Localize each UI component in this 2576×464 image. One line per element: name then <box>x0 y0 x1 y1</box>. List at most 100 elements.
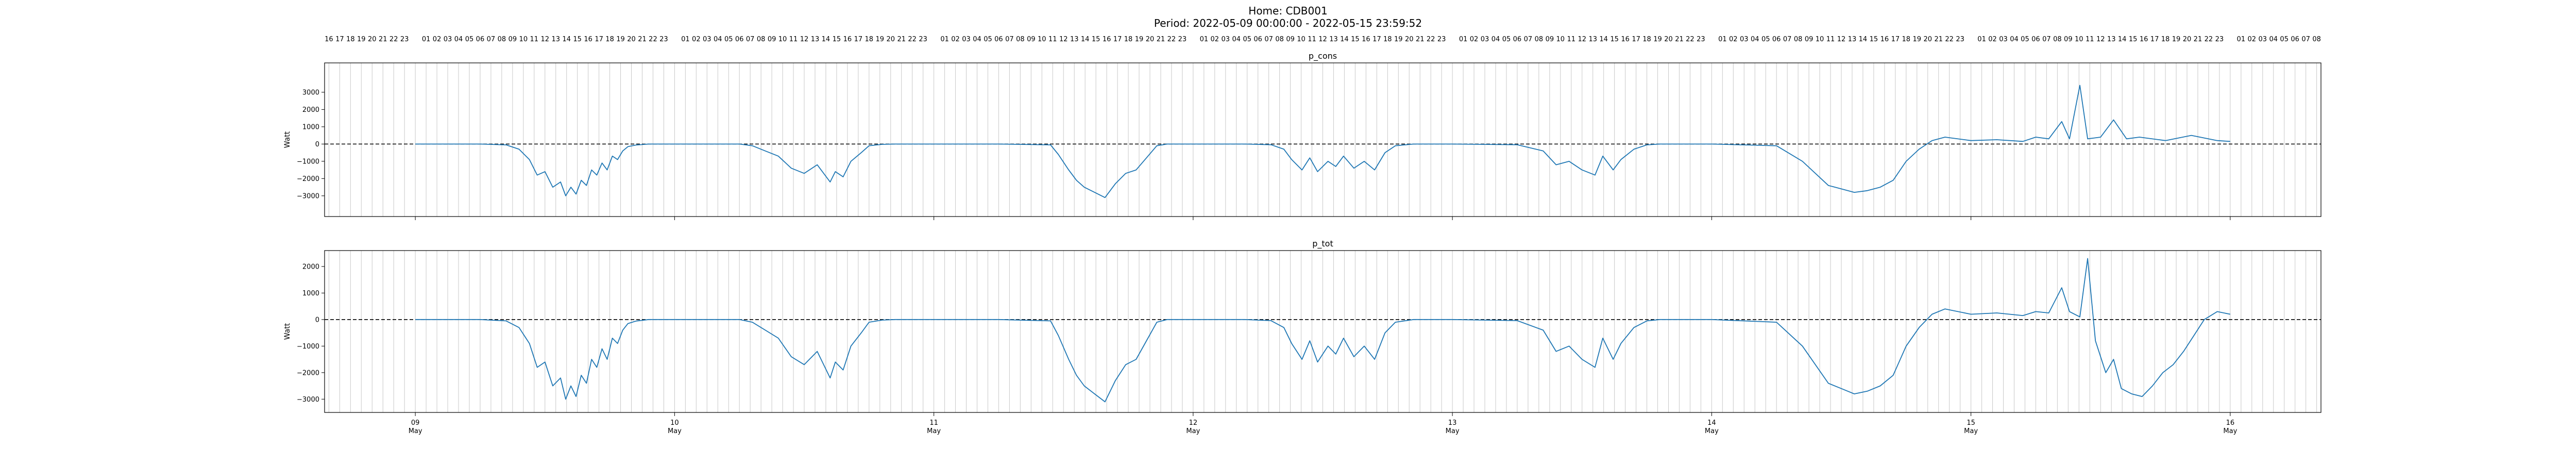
hour-tick-label: 08 <box>2053 36 2062 43</box>
hour-tick-label: 02 <box>951 36 960 43</box>
x-tick-label-month: May <box>1186 427 1200 435</box>
hour-tick-label: 16 <box>584 36 592 43</box>
hour-tick-label: 13 <box>1329 36 1338 43</box>
hour-tick-label: 07 <box>746 36 755 43</box>
hour-tick-label: 07 <box>1783 36 1792 43</box>
plot-frame <box>324 62 2321 217</box>
hour-tick-label: 12 <box>1318 36 1327 43</box>
hour-tick-label: 01 <box>1718 36 1727 43</box>
subplot-title: p_tot <box>1312 239 1333 249</box>
hour-tick-label: 05 <box>724 36 733 43</box>
hour-tick-label: 03 <box>1481 36 1489 43</box>
y-tick-label: 1000 <box>302 123 319 131</box>
x-tick-label-day: 11 <box>929 419 938 427</box>
x-tick-label-month: May <box>927 427 941 435</box>
hour-tick-label: 11 <box>1826 36 1835 43</box>
hour-tick-label: 10 <box>519 36 528 43</box>
series-line <box>415 258 2231 403</box>
hour-tick-label: 11 <box>1308 36 1316 43</box>
hour-tick-label: 22 <box>908 36 917 43</box>
hour-tick-label: 03 <box>1740 36 1749 43</box>
hour-tick-label: 05 <box>2280 36 2289 43</box>
hour-tick-label: 02 <box>1211 36 1219 43</box>
x-axis <box>415 217 2231 220</box>
hour-tick-label: 13 <box>1588 36 1597 43</box>
hour-tick-label: 18 <box>605 36 614 43</box>
hour-tick-label: 05 <box>1502 36 1511 43</box>
hour-tick-label: 02 <box>433 36 442 43</box>
hour-tick-label: 13 <box>551 36 560 43</box>
hour-tick-label: 05 <box>1761 36 1770 43</box>
hour-tick-label: 11 <box>2086 36 2094 43</box>
hour-tick-label: 06 <box>476 36 485 43</box>
hour-tick-label: 10 <box>778 36 787 43</box>
hour-tick-label: 23 <box>919 36 927 43</box>
figure-title-period: Period: 2022-05-09 00:00:00 - 2022-05-15… <box>1154 17 1422 29</box>
hour-tick-label: 23 <box>2215 36 2224 43</box>
hour-tick-label: 19 <box>357 36 366 43</box>
hour-tick-label: 18 <box>1124 36 1133 43</box>
hour-tick-label: 09 <box>509 36 517 43</box>
hour-tick-label: 19 <box>1135 36 1144 43</box>
hour-tick-label: 17 <box>1372 36 1381 43</box>
hour-tick-label: 23 <box>1697 36 1705 43</box>
hour-tick-label: 23 <box>400 36 409 43</box>
hour-tick-label: 14 <box>2118 36 2127 43</box>
hour-tick-label: 09 <box>1286 36 1295 43</box>
hour-tick-label: 16 <box>325 36 333 43</box>
hour-tick-label: 18 <box>1642 36 1651 43</box>
hour-tick-label: 11 <box>530 36 539 43</box>
hour-tick-label: 05 <box>984 36 992 43</box>
hour-tick-label: 04 <box>2010 36 2019 43</box>
hour-tick-label: 06 <box>1513 36 1522 43</box>
x-tick-label-day: 12 <box>1189 419 1198 427</box>
x-tick-label-month: May <box>668 427 682 435</box>
hour-tick-label: 15 <box>2129 36 2138 43</box>
hour-tick-label: 01 <box>2237 36 2246 43</box>
hour-tick-label: 06 <box>1253 36 1262 43</box>
hour-tick-label: 14 <box>1340 36 1349 43</box>
hour-tick-label: 07 <box>2301 36 2310 43</box>
hour-tick-label: 16 <box>1362 36 1370 43</box>
hour-tick-label: 19 <box>1913 36 1922 43</box>
hour-tick-label: 01 <box>681 36 690 43</box>
hour-tick-label: 17 <box>335 36 344 43</box>
hour-tick-label: 17 <box>1113 36 1122 43</box>
y-axis-label: Watt <box>283 323 292 340</box>
y-tick-label: 2000 <box>302 263 319 271</box>
x-tick-label-day: 16 <box>2226 419 2235 427</box>
hour-tick-label: 10 <box>1816 36 1824 43</box>
y-tick-label: 3000 <box>302 89 319 96</box>
hour-tick-label: 17 <box>1891 36 1900 43</box>
y-tick-label: −1000 <box>297 343 319 351</box>
hour-tick-label: 10 <box>1556 36 1565 43</box>
y-tick-label: 0 <box>315 316 319 324</box>
x-tick-label-month: May <box>409 427 422 435</box>
y-tick-label: −1000 <box>297 158 319 165</box>
hour-tick-label: 10 <box>1038 36 1046 43</box>
x-tick-label-month: May <box>1964 427 1978 435</box>
hour-tick-label: 22 <box>1427 36 1435 43</box>
hour-tick-label: 06 <box>2031 36 2040 43</box>
hour-tick-label: 12 <box>1059 36 1068 43</box>
hour-tick-label: 07 <box>487 36 496 43</box>
hour-tick-label: 02 <box>692 36 701 43</box>
hour-tick-label: 20 <box>886 36 895 43</box>
hour-tick-labels: 16 17 18 19 20 21 22 23 01 02 03 04 05 06 07 08 09 10 11 12… <box>325 36 2321 43</box>
hour-tick-label: 20 <box>368 36 377 43</box>
hour-tick-label: 10 <box>2075 36 2083 43</box>
hour-tick-label: 06 <box>2291 36 2299 43</box>
hour-tick-label: 23 <box>1956 36 1964 43</box>
x-tick-label-month: May <box>1705 427 1719 435</box>
hour-tick-label: 02 <box>1729 36 1738 43</box>
hour-tick-label: 20 <box>2183 36 2192 43</box>
hour-tick-label: 19 <box>616 36 625 43</box>
hour-tick-label: 15 <box>1610 36 1619 43</box>
hour-tick-label: 21 <box>1675 36 1684 43</box>
hour-tick-label: 21 <box>1416 36 1425 43</box>
hour-tick-label: 09 <box>2064 36 2073 43</box>
figure-title-home: Home: CDB001 <box>1248 5 1327 17</box>
